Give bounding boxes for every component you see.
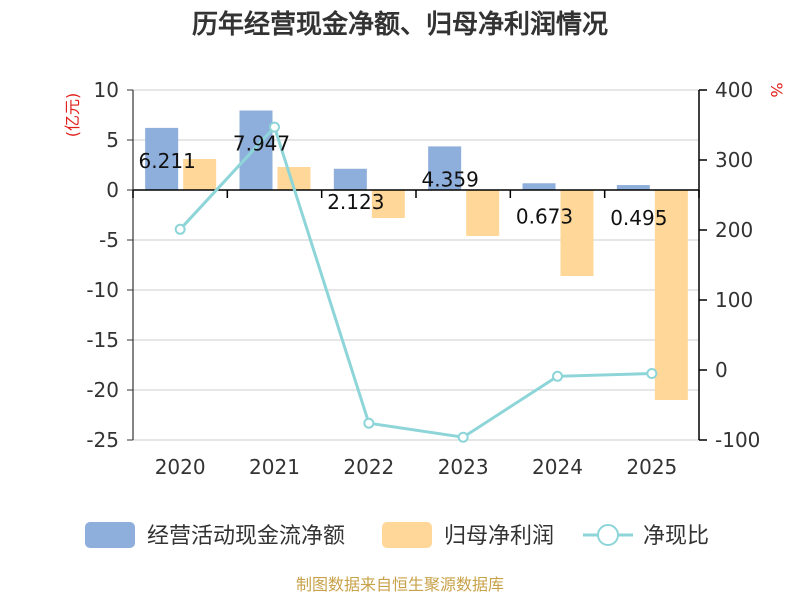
legend-swatch-profit: [382, 522, 432, 548]
bar-ocf-2020: [145, 127, 179, 190]
ratio-point-2021: [269, 121, 280, 133]
data-label-ocf-2022: 2.123: [327, 190, 384, 214]
ratio-point-2023: [457, 431, 469, 443]
ratio-point-2025: [646, 368, 658, 379]
right-tick-label: 0: [715, 358, 728, 382]
ratio-line: [174, 121, 658, 443]
right-axis-unit: %: [767, 82, 786, 97]
gridlines: [133, 89, 699, 441]
category-label-2020: 2020: [155, 455, 206, 479]
right-tick-label: -100: [715, 428, 760, 452]
category-label-2022: 2022: [343, 455, 394, 479]
category-label-2023: 2023: [438, 455, 489, 479]
bar-profit-2022: [371, 190, 405, 218]
left-tick-label: -15: [86, 328, 119, 352]
bar-profit-2025: [654, 190, 688, 400]
bar-ocf-2023: [428, 146, 462, 190]
right-tick-label: 100: [715, 288, 753, 312]
legend-label-ratio: 净现比: [643, 524, 709, 549]
ratio-point-2020: [174, 223, 186, 235]
bar-ocf-2024: [522, 183, 556, 190]
left-tick-label: -25: [86, 428, 119, 452]
data-label-ocf-2020: 6.211: [139, 149, 196, 173]
axes: [127, 89, 707, 441]
bar-profit-2023: [466, 190, 500, 236]
left-tick-label: -10: [86, 278, 119, 302]
category-label-2025: 2025: [626, 455, 677, 479]
data-label-ocf-2021: 7.947: [233, 132, 290, 156]
left-tick-label: 5: [106, 128, 119, 152]
bar-profit-2024: [560, 190, 594, 276]
right-tick-label: 300: [715, 148, 753, 172]
ratio-point-2024: [552, 370, 563, 382]
left-axis-unit: (亿元): [63, 93, 82, 138]
right-tick-label: 400: [715, 78, 753, 102]
source-note: 制图数据来自恒生聚源数据库: [296, 575, 504, 594]
left-tick-label: -20: [86, 378, 119, 402]
chart-title: 历年经营现金净额、归母净利润情况: [192, 9, 608, 40]
bar-ocf-2025: [616, 185, 650, 190]
legend-marker-ratio: [597, 524, 619, 546]
legend-label-ocf: 经营活动现金流净额: [147, 524, 345, 549]
data-label-ocf-2023: 4.359: [422, 167, 479, 191]
category-label-2021: 2021: [249, 455, 300, 479]
category-label-2024: 2024: [532, 455, 583, 479]
bar-ocf-2021: [239, 110, 273, 190]
ratio-point-2022: [363, 417, 375, 429]
bar-ocf-2022: [333, 168, 367, 190]
data-label-ocf-2025: 0.495: [610, 206, 667, 230]
left-tick-label: -5: [99, 228, 119, 252]
data-label-ocf-2024: 0.673: [516, 204, 573, 228]
legend-swatch-ocf: [85, 522, 135, 548]
bars: [145, 110, 688, 400]
left-tick-label: 10: [94, 78, 119, 102]
tick-labels: 10 5 0 -5 -10 -15 -20 -25 400 300 200 100 0 -100 2020 2…: [86, 78, 760, 479]
right-tick-label: 200: [715, 218, 753, 242]
ratio-polyline: [179, 124, 652, 439]
legend: 经营活动现金流净额 归母净利润 净现比: [85, 522, 709, 549]
data-labels: 6.211 7.947 2.123 4.359 0.673 0.495: [139, 132, 668, 231]
bar-profit-2021: [277, 167, 311, 190]
left-tick-label: 0: [106, 178, 119, 202]
bar-profit-2020: [183, 159, 217, 190]
legend-label-profit: 归母净利润: [444, 524, 554, 549]
